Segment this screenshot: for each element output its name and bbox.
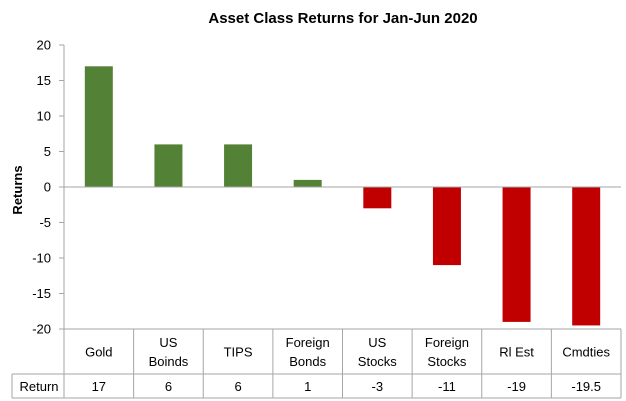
category-label: Cmdties — [562, 345, 610, 360]
bar — [572, 187, 601, 326]
bar — [432, 187, 461, 266]
table-value: 17 — [92, 379, 106, 394]
y-tick-label: 5 — [44, 144, 51, 159]
category-label: Gold — [85, 345, 112, 360]
table-value: 6 — [165, 379, 172, 394]
table-value: -19 — [507, 379, 526, 394]
bar — [224, 144, 253, 187]
category-label: Stocks — [427, 354, 467, 369]
category-label: US — [159, 335, 177, 350]
y-tick-label: -20 — [32, 322, 51, 337]
y-tick-label: -10 — [32, 251, 51, 266]
y-tick-label: 10 — [37, 109, 51, 124]
y-tick-label: -15 — [32, 286, 51, 301]
category-label: Bonds — [289, 354, 326, 369]
bar — [293, 179, 322, 187]
table-value: 6 — [234, 379, 241, 394]
data-table: Return Gold 17 US Boinds 6 TIPS 6 Foreign Bonds 1 U… — [11, 45, 622, 399]
table-value: 1 — [304, 379, 311, 394]
category-label: US — [368, 335, 386, 350]
category-label: Stocks — [358, 354, 398, 369]
y-tick-label: 20 — [37, 38, 51, 53]
y-axis-label: Returns — [10, 165, 25, 214]
category-label: Rl Est — [499, 345, 534, 360]
table-series-name: Return — [19, 379, 58, 394]
bar — [363, 187, 392, 209]
y-axis-ticks: 20 15 10 5 0 -5 -10 -15 -20 — [32, 38, 64, 337]
y-tick-label: -5 — [39, 215, 51, 230]
bar-series — [84, 66, 601, 326]
bar — [84, 66, 113, 187]
table-value: -19.5 — [571, 379, 601, 394]
table-value: -11 — [438, 379, 456, 394]
y-tick-label: 0 — [44, 180, 51, 195]
table-value: -3 — [372, 379, 384, 394]
y-tick-label: 15 — [37, 73, 51, 88]
bar — [154, 144, 183, 187]
chart-title: Asset Class Returns for Jan-Jun 2020 — [208, 10, 477, 27]
category-label: Foreign — [286, 335, 330, 350]
category-label: Foreign — [425, 335, 469, 350]
bar — [502, 187, 531, 322]
category-label: Boinds — [149, 354, 189, 369]
category-label: TIPS — [224, 345, 253, 360]
